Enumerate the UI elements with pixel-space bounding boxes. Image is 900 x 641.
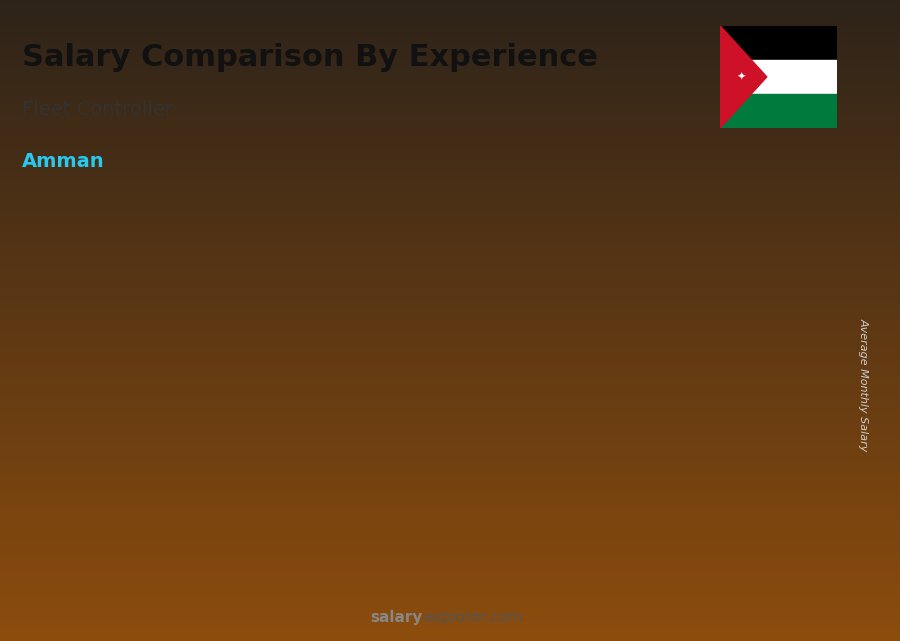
Text: 4,280 JOD: 4,280 JOD — [705, 239, 770, 253]
Bar — [222, 394, 289, 397]
Text: Fleet Controller: Fleet Controller — [22, 101, 173, 119]
Bar — [464, 283, 530, 288]
Text: ✦: ✦ — [737, 72, 746, 82]
Bar — [720, 60, 837, 94]
Bar — [720, 26, 837, 60]
Text: Amman: Amman — [22, 153, 104, 171]
Text: explorer.com: explorer.com — [423, 610, 523, 625]
Bar — [343, 323, 410, 328]
Text: +17%: +17% — [401, 181, 460, 199]
Bar — [222, 394, 289, 564]
Text: 3,150 JOD: 3,150 JOD — [344, 326, 409, 338]
Text: 2,220 JOD: 2,220 JOD — [223, 397, 289, 410]
Bar — [222, 394, 228, 564]
Bar — [584, 255, 590, 564]
Bar — [343, 323, 410, 564]
Bar — [464, 283, 530, 564]
Bar — [584, 255, 651, 261]
Bar — [720, 94, 837, 128]
Bar — [705, 237, 770, 564]
Text: 4,040 JOD: 4,040 JOD — [584, 258, 650, 271]
Polygon shape — [720, 26, 767, 128]
Text: salary: salary — [371, 610, 423, 625]
Text: 1,810 JOD: 1,810 JOD — [103, 428, 168, 441]
Text: 3,680 JOD: 3,680 JOD — [464, 285, 529, 298]
Text: +6%: +6% — [649, 116, 694, 134]
Bar — [103, 426, 168, 564]
Bar — [584, 255, 651, 564]
Bar — [705, 237, 710, 564]
Bar — [103, 426, 107, 564]
Bar — [103, 426, 168, 428]
Text: Salary Comparison By Experience: Salary Comparison By Experience — [22, 43, 598, 72]
Text: +23%: +23% — [160, 329, 219, 347]
Text: +42%: +42% — [281, 237, 339, 254]
Text: +10%: +10% — [522, 142, 580, 160]
Bar — [464, 283, 469, 564]
Bar — [705, 237, 770, 243]
Text: Average Monthly Salary: Average Monthly Salary — [859, 318, 869, 451]
Bar — [343, 323, 348, 564]
